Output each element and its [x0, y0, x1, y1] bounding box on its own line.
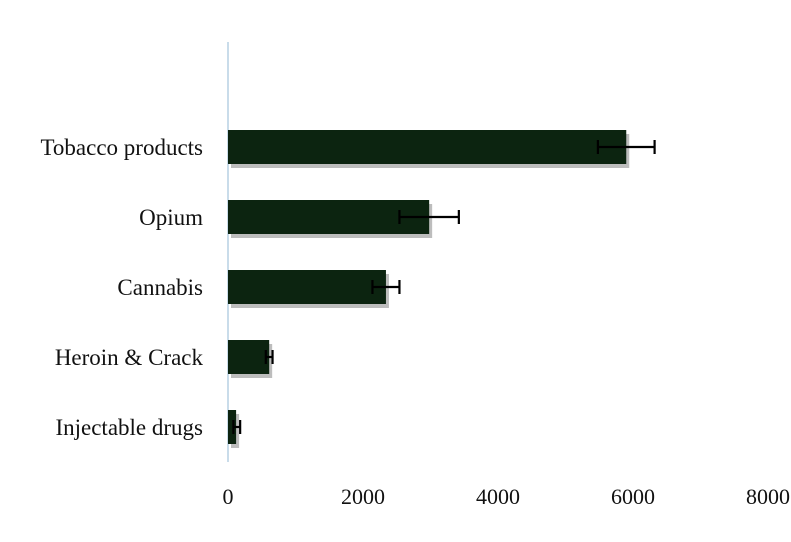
bar [228, 130, 627, 164]
bar [228, 270, 386, 304]
x-tick-label: 8000 [746, 484, 790, 509]
bar [228, 340, 270, 374]
x-tick-label: 0 [223, 484, 234, 509]
category-label: Tobacco products [40, 135, 203, 160]
bar [228, 200, 430, 234]
category-label: Cannabis [117, 275, 203, 300]
category-label: Opium [139, 205, 203, 230]
x-tick-label: 6000 [611, 484, 655, 509]
bar [228, 410, 237, 444]
category-label: Heroin & Crack [55, 345, 204, 370]
x-tick-label: 2000 [341, 484, 385, 509]
x-tick-label: 4000 [476, 484, 520, 509]
category-label: Injectable drugs [55, 415, 203, 440]
